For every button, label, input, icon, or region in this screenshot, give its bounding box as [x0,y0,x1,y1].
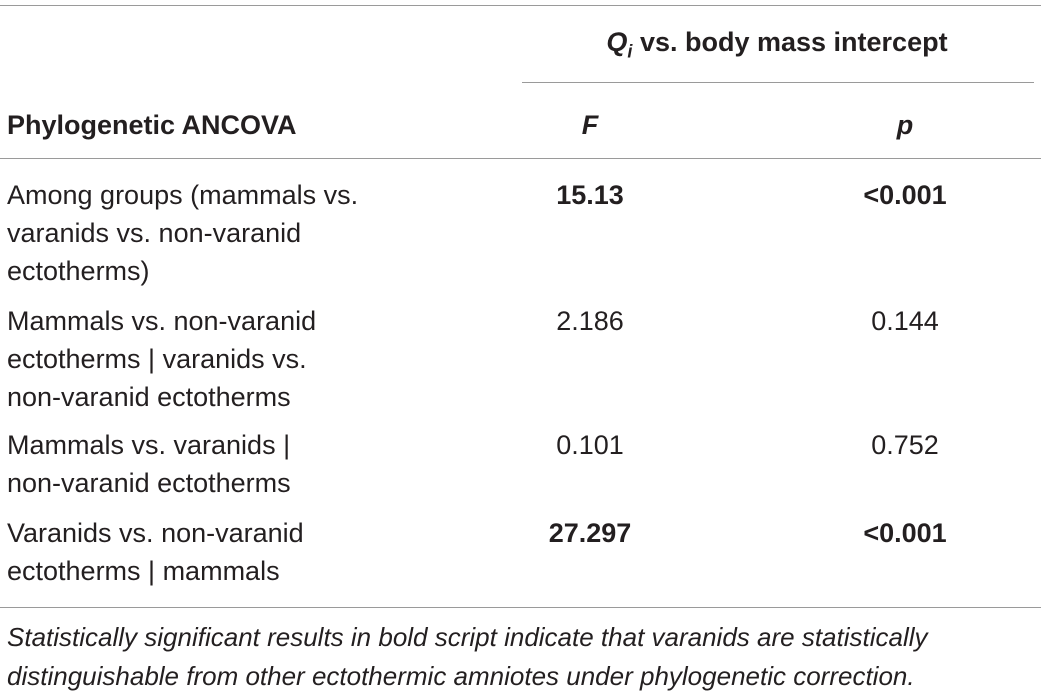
p-value: <0.001 [863,518,947,548]
row-label: Mammals vs. varanids | [7,430,291,460]
f-value: 2.186 [556,306,624,336]
top-rule [0,5,1041,6]
p-value: 0.144 [871,306,939,336]
row-label: varanids vs. non-varanid [7,218,302,248]
group-text: vs. body mass intercept [639,27,948,57]
group-subscript: i [627,41,633,62]
footnote: distinguishable from other ectothermic a… [7,661,915,691]
row-label: ectotherms) [7,256,150,286]
column-header: F [581,110,599,140]
column-header: p [896,110,914,140]
f-value: 0.101 [556,430,624,460]
group-header: Qi vs. body mass intercept [606,23,947,70]
row-label: ectotherms | mammals [7,556,280,586]
row-label: Varanids vs. non-varanid [7,518,304,548]
row-label: Mammals vs. non-varanid [7,306,317,336]
group-rule [522,82,1034,83]
bottom-rule [0,607,1041,608]
f-value: 27.297 [548,518,632,548]
p-value: <0.001 [863,180,947,210]
p-value: 0.752 [871,430,939,460]
row-label: Among groups (mammals vs. [7,180,359,210]
row-label: non-varanid ectotherms [7,382,291,412]
footnote: Statistically significant results in bol… [7,622,928,652]
row-label: non-varanid ectotherms [7,468,291,498]
row-label: ectotherms | varanids vs. [7,344,307,374]
f-value: 15.13 [556,180,624,210]
group-symbol: Q [606,27,628,57]
column-header: Phylogenetic ANCOVA [7,110,297,140]
header-rule [0,158,1041,159]
